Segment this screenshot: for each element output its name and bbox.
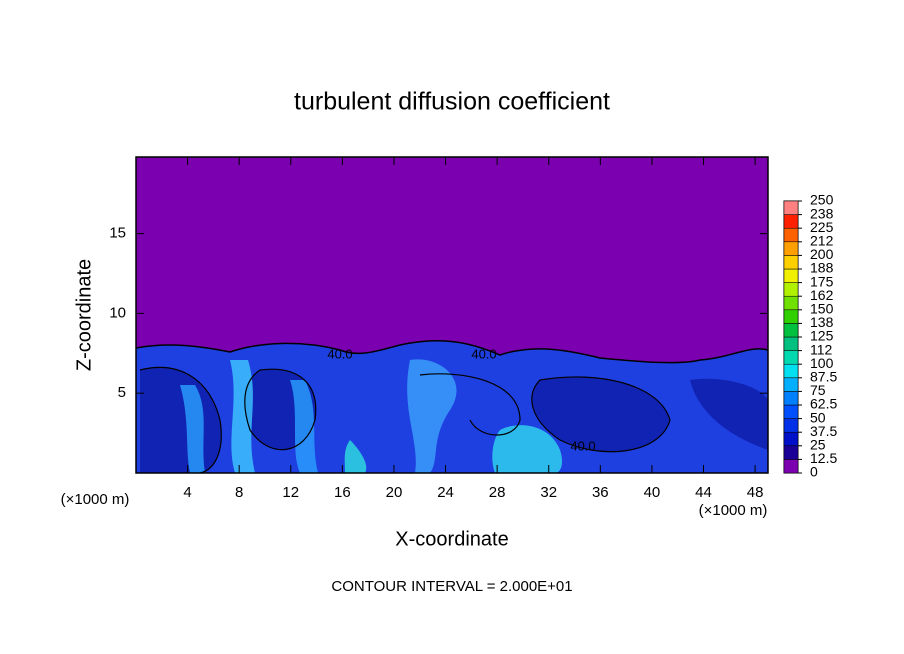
colorbar-swatch — [783, 268, 799, 283]
x-tick-label: 4 — [183, 484, 191, 501]
colorbar-swatch — [783, 459, 799, 474]
colorbar-swatch — [783, 309, 799, 324]
field-plume — [344, 440, 367, 473]
colorbar-swatch — [783, 363, 799, 379]
x-tick-label: 40 — [644, 484, 661, 501]
colorbar-label: 212 — [810, 233, 834, 249]
colorbar-swatch — [783, 377, 799, 392]
colorbar-swatch — [783, 282, 799, 297]
field-plume — [492, 425, 563, 473]
field-patch — [690, 378, 768, 450]
colorbar-swatch — [783, 391, 799, 406]
y-tick-label: 10 — [109, 304, 126, 321]
x-tick-label: 8 — [235, 484, 243, 501]
field-patch — [531, 376, 670, 452]
colorbar-swatch — [783, 323, 799, 338]
contour-label: 40.0 — [327, 346, 352, 361]
plot-frame — [135, 156, 769, 474]
colorbar-swatch — [783, 350, 799, 365]
colorbar-label: 37.5 — [810, 423, 837, 439]
x-tick-label: 28 — [489, 484, 506, 501]
field-plume — [180, 385, 205, 473]
x-tick-label: 20 — [386, 484, 403, 501]
contour-label: 40.0 — [471, 346, 496, 361]
colorbar-label: 75 — [810, 382, 826, 398]
colorbar-label: 238 — [810, 205, 834, 221]
colorbar-label: 87.5 — [810, 369, 837, 385]
chart-title: turbulent diffusion coefficient — [294, 88, 610, 116]
colorbar-label: 12.5 — [810, 450, 837, 466]
colorbar-label: 50 — [810, 409, 826, 425]
colorbar-label: 100 — [810, 355, 834, 371]
x-tick-label: 48 — [747, 484, 764, 501]
colorbar-label: 162 — [810, 287, 834, 303]
colorbar-label: 175 — [810, 273, 834, 289]
colorbar-label: 225 — [810, 219, 834, 235]
x-tick-label: 12 — [282, 484, 299, 501]
colorbar-swatch — [783, 336, 799, 351]
x-tick-label: 36 — [592, 484, 609, 501]
colorbar-swatch — [783, 255, 799, 270]
field-plume — [290, 380, 318, 473]
y-axis-label: Z-coordinate — [73, 259, 95, 371]
colorbar-swatch — [783, 431, 799, 447]
colorbar-swatch — [783, 200, 799, 215]
field — [135, 157, 769, 474]
colorbar-label: 25 — [810, 437, 826, 453]
colorbar-swatch — [783, 214, 799, 229]
x-tick-label: 44 — [695, 484, 712, 501]
x-unit: (×1000 m) — [699, 502, 768, 519]
colorbar-swatch — [783, 404, 799, 419]
colorbar-label: 138 — [810, 314, 834, 330]
x-tick-label: 32 — [540, 484, 557, 501]
colorbar-label: 200 — [810, 246, 834, 262]
x-tick-label: 16 — [334, 484, 351, 501]
colorbar-swatch — [783, 445, 799, 460]
colorbar-swatch — [783, 241, 799, 256]
contour-line — [135, 339, 769, 364]
x-axis-label: X-coordinate — [395, 528, 508, 550]
colorbar-label: 112 — [810, 341, 833, 357]
y-tick-label: 15 — [109, 225, 126, 242]
colorbar-label: 0 — [810, 464, 818, 480]
x-tick-label: 24 — [437, 484, 454, 501]
colorbar-label: 250 — [810, 192, 834, 208]
colorbar-label: 125 — [810, 328, 834, 344]
colorbar-swatch — [783, 418, 799, 433]
contour-note: CONTOUR INTERVAL = 2.000E+01 — [331, 578, 572, 595]
field-plume — [407, 359, 457, 473]
y-unit: (×1000 m) — [61, 491, 130, 508]
contour-label: 40.0 — [570, 438, 595, 453]
y-tick-label: 5 — [118, 384, 126, 401]
colorbar-label: 150 — [810, 301, 834, 317]
colorbar-label: 188 — [810, 260, 834, 276]
contour-line — [139, 366, 671, 474]
colorbar-label: 62.5 — [810, 396, 837, 412]
colorbar-swatch — [783, 227, 799, 243]
field-plume — [230, 360, 255, 473]
colorbar-swatch — [783, 295, 799, 311]
